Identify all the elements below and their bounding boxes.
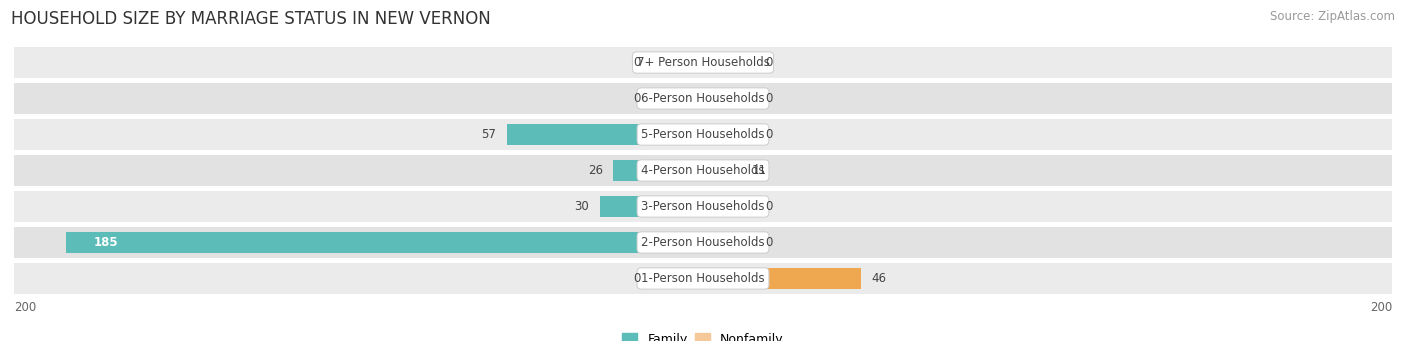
Bar xyxy=(703,88,755,109)
Text: 200: 200 xyxy=(14,301,37,314)
Text: 6-Person Households: 6-Person Households xyxy=(641,92,765,105)
Bar xyxy=(599,196,703,217)
Text: 0: 0 xyxy=(765,128,772,141)
Bar xyxy=(14,155,1392,186)
Bar xyxy=(506,124,703,145)
Bar xyxy=(703,268,862,289)
Bar xyxy=(14,83,1392,114)
Text: 0: 0 xyxy=(634,272,641,285)
Bar xyxy=(613,160,703,181)
Legend: Family, Nonfamily: Family, Nonfamily xyxy=(617,328,789,341)
Bar xyxy=(703,232,755,253)
Bar xyxy=(651,88,703,109)
Text: 7+ Person Households: 7+ Person Households xyxy=(637,56,769,69)
Text: 200: 200 xyxy=(1369,301,1392,314)
Bar xyxy=(703,124,755,145)
Text: Source: ZipAtlas.com: Source: ZipAtlas.com xyxy=(1270,10,1395,23)
Text: 4-Person Households: 4-Person Households xyxy=(641,164,765,177)
Bar xyxy=(651,268,703,289)
Text: 0: 0 xyxy=(765,236,772,249)
Bar xyxy=(703,196,755,217)
Text: HOUSEHOLD SIZE BY MARRIAGE STATUS IN NEW VERNON: HOUSEHOLD SIZE BY MARRIAGE STATUS IN NEW… xyxy=(11,10,491,28)
Text: 0: 0 xyxy=(634,56,641,69)
Bar xyxy=(14,227,1392,258)
Bar xyxy=(703,160,741,181)
Text: 26: 26 xyxy=(588,164,603,177)
Text: 11: 11 xyxy=(751,164,766,177)
Bar xyxy=(651,52,703,73)
Bar xyxy=(14,119,1392,150)
Bar xyxy=(14,47,1392,78)
Text: 2-Person Households: 2-Person Households xyxy=(641,236,765,249)
Text: 57: 57 xyxy=(481,128,496,141)
Text: 5-Person Households: 5-Person Households xyxy=(641,128,765,141)
Text: 30: 30 xyxy=(575,200,589,213)
Bar xyxy=(14,191,1392,222)
Text: 46: 46 xyxy=(872,272,887,285)
Text: 185: 185 xyxy=(93,236,118,249)
Text: 0: 0 xyxy=(765,56,772,69)
Text: 1-Person Households: 1-Person Households xyxy=(641,272,765,285)
Bar xyxy=(703,52,755,73)
Text: 0: 0 xyxy=(634,92,641,105)
Bar xyxy=(66,232,703,253)
Text: 0: 0 xyxy=(765,92,772,105)
Text: 0: 0 xyxy=(765,200,772,213)
Text: 3-Person Households: 3-Person Households xyxy=(641,200,765,213)
Bar xyxy=(14,263,1392,294)
